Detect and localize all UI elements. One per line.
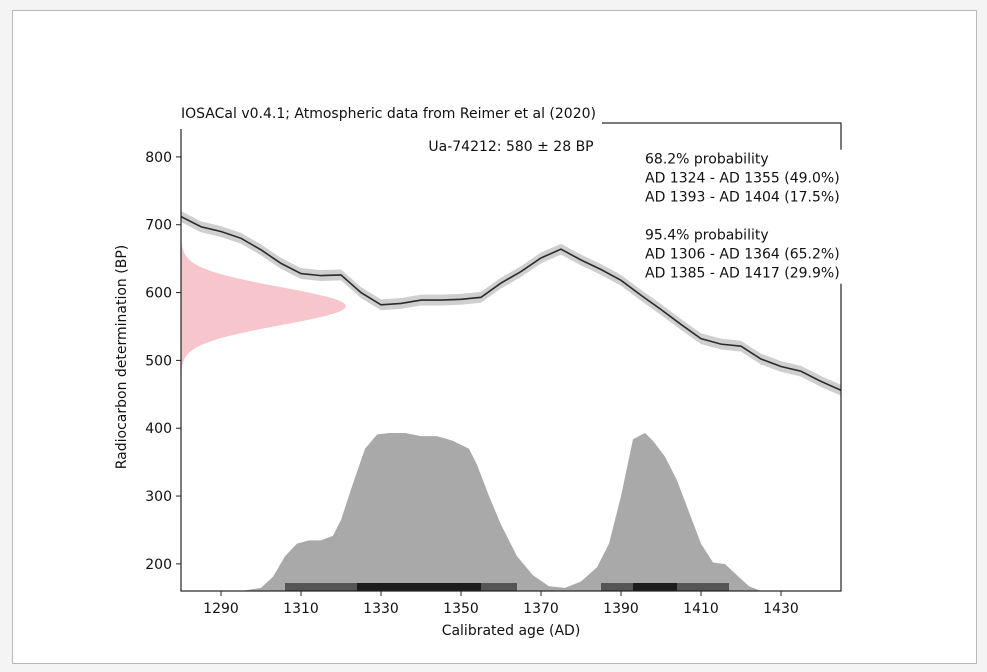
axis-ticks: 1290 1310 1330 1350 1370 1390 1410 1430 200 300 40… [145,150,799,617]
x-tick-label: 1290 [203,601,239,617]
x-tick-label: 1350 [443,601,479,617]
x-tick-label: 1330 [363,601,399,617]
chart-title: IOSACal v0.4.1; Atmospheric data from Re… [181,106,596,122]
radiocarbon-calibration-chart: 1290 1310 1330 1350 1370 1390 1410 1430 200 300 40… [114,105,845,639]
chart-subtitle: Ua-74212: 580 ± 28 BP [428,139,593,155]
annotation-68-heading: 68.2% probability [645,152,769,168]
annotation-95-range-1: AD 1306 - AD 1364 (65.2%) [645,247,840,263]
y-tick-label: 600 [145,286,172,302]
calibrated-probability-area [241,432,761,591]
annotation-95-heading: 95.4% probability [645,228,769,244]
y-tick-label: 500 [145,353,172,369]
y-tick-label: 400 [145,421,172,437]
figure-frame: 1290 1310 1330 1350 1370 1390 1410 1430 200 300 40… [12,10,977,664]
x-tick-label: 1310 [283,601,319,617]
annotation-background [642,149,845,284]
y-tick-label: 800 [145,150,172,166]
x-tick-label: 1390 [603,601,639,617]
x-axis-label: Calibrated age (AD) [442,623,581,639]
plot-area [181,211,841,591]
calibration-curve-line [181,215,841,391]
x-tick-label: 1430 [763,601,799,617]
x-tick-label: 1370 [523,601,559,617]
annotation-95-range-2: AD 1385 - AD 1417 (29.9%) [645,266,840,282]
radiocarbon-date-distribution [181,230,346,383]
plot-content [181,211,841,591]
hpd-68-bar [357,583,481,591]
y-tick-label: 700 [145,218,172,234]
x-tick-label: 1410 [683,601,719,617]
title-background [179,105,602,129]
annotation-68-range-2: AD 1393 - AD 1404 (17.5%) [645,190,840,206]
y-axis-label: Radiocarbon determination (BP) [114,245,130,469]
y-tick-label: 300 [145,489,172,505]
annotation-68-range-1: AD 1324 - AD 1355 (49.0%) [645,171,840,187]
hpd-68-bar [633,583,677,591]
y-tick-label: 200 [145,557,172,573]
